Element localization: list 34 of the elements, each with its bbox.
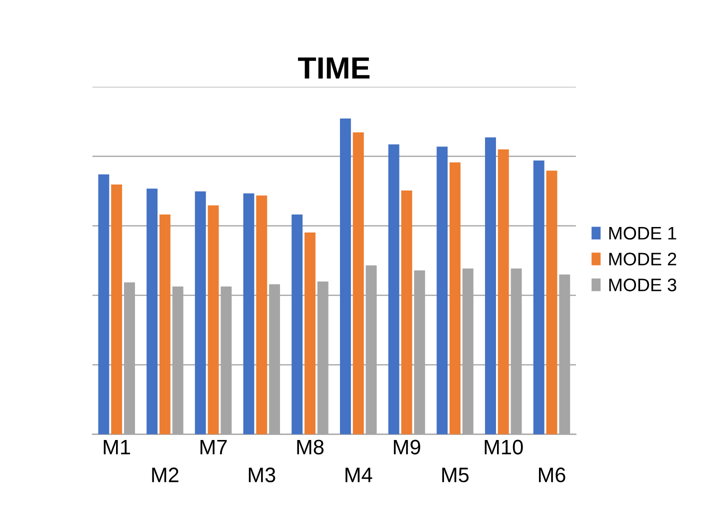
x-tick-label: M5 bbox=[442, 468, 469, 482]
bar bbox=[498, 149, 509, 434]
bar bbox=[146, 188, 158, 434]
chart-title: TIME bbox=[298, 58, 370, 79]
bar bbox=[533, 160, 544, 434]
x-tick-label: M8 bbox=[297, 440, 324, 455]
bar bbox=[292, 214, 303, 434]
legend-label: MODE 3 bbox=[609, 278, 676, 292]
bar bbox=[546, 170, 558, 434]
bar bbox=[111, 184, 122, 434]
bar bbox=[450, 162, 461, 434]
bar bbox=[159, 214, 170, 434]
bar bbox=[98, 174, 110, 434]
x-tick-label: M9 bbox=[394, 440, 420, 455]
legend-label: MODE 2 bbox=[609, 252, 676, 266]
bar bbox=[208, 205, 219, 434]
bar bbox=[401, 190, 412, 434]
x-tick-label: M7 bbox=[200, 440, 227, 454]
bar bbox=[436, 146, 448, 434]
bar bbox=[304, 232, 316, 434]
x-tick-label: M2 bbox=[152, 468, 178, 482]
legend-label: MODE 1 bbox=[609, 226, 676, 240]
bar bbox=[352, 132, 364, 434]
bar bbox=[340, 118, 351, 434]
x-tick-label: M6 bbox=[538, 468, 566, 482]
bar bbox=[388, 144, 400, 434]
bar bbox=[485, 137, 496, 434]
x-tick-label: M3 bbox=[248, 468, 276, 482]
x-tick-label: M10 bbox=[484, 440, 523, 455]
bar bbox=[243, 193, 254, 434]
bar bbox=[194, 191, 206, 434]
x-tick-label: M4 bbox=[346, 468, 372, 482]
x-tick-label: M1 bbox=[104, 440, 130, 454]
bar bbox=[256, 196, 268, 434]
